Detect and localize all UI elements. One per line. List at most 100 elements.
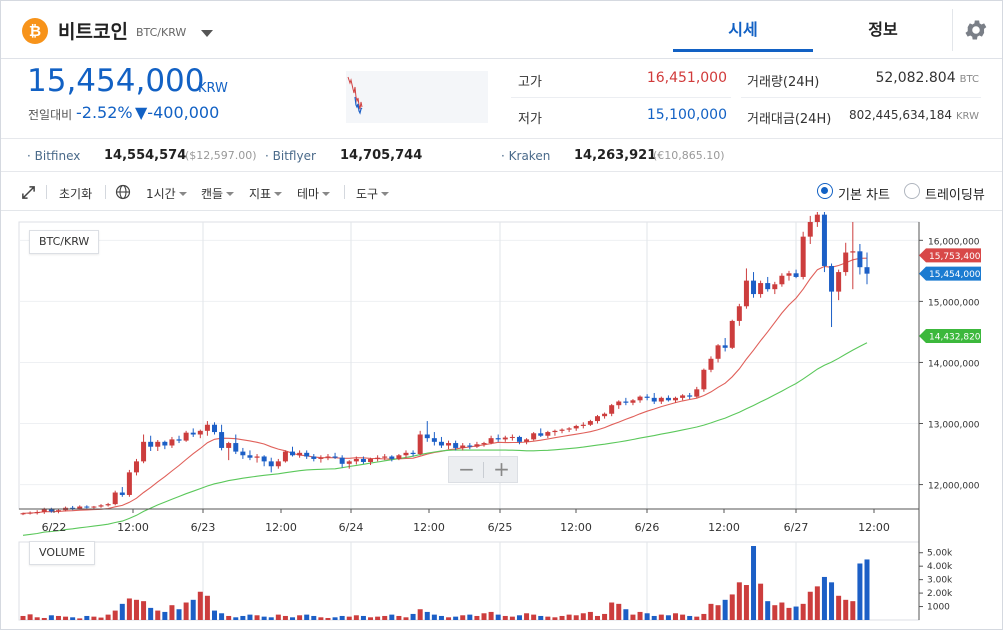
volume-24h: 52,082.804 BTC bbox=[821, 70, 979, 86]
candle-body bbox=[509, 436, 515, 438]
bitcoin-logo-icon: ₿ bbox=[22, 18, 48, 44]
volume-bar bbox=[353, 615, 359, 620]
volume-bar bbox=[644, 613, 650, 620]
x-tick-label: 12:00 bbox=[560, 521, 592, 534]
volume-bar bbox=[779, 602, 785, 620]
candle-select[interactable]: 캔들 bbox=[201, 185, 235, 202]
candle-body bbox=[332, 456, 338, 458]
candle-body bbox=[580, 424, 586, 426]
candle-body bbox=[751, 280, 757, 295]
globe-icon[interactable] bbox=[115, 184, 131, 200]
candle-body bbox=[836, 272, 842, 292]
candle-body bbox=[609, 405, 615, 414]
candle-body bbox=[297, 452, 303, 456]
candle-body bbox=[453, 443, 459, 448]
x-tick-label: 12:00 bbox=[858, 521, 890, 534]
volume-bar bbox=[375, 616, 381, 620]
theme-select[interactable]: 테마 bbox=[297, 185, 331, 202]
chart-area[interactable]: 16,000,000 15,000,000 14,000,000 13,000,000… bbox=[1, 211, 1003, 630]
zoom-in-button[interactable]: + bbox=[493, 457, 510, 481]
ma-short-price-tag-label: 15,753,400 bbox=[929, 252, 981, 262]
long-moving-average-line bbox=[22, 342, 868, 536]
volume-bar bbox=[339, 615, 345, 620]
candle-body bbox=[382, 456, 388, 458]
interval-select[interactable]: 1시간 bbox=[146, 185, 187, 202]
volume-bar bbox=[531, 614, 537, 620]
candle-body bbox=[438, 441, 444, 446]
tools-select[interactable]: 도구 bbox=[356, 185, 390, 202]
x-tick-label: 12:00 bbox=[265, 521, 297, 534]
basic-chart-label[interactable]: 기본 차트 bbox=[838, 188, 890, 203]
volume-bar bbox=[616, 603, 622, 620]
volume-bar bbox=[141, 601, 147, 620]
tab-info[interactable]: 정보 bbox=[868, 20, 898, 39]
coin-select-caret-icon[interactable] bbox=[201, 30, 213, 37]
candle-body bbox=[680, 395, 686, 398]
candle-body bbox=[807, 222, 813, 237]
indicator-select[interactable]: 지표 bbox=[249, 185, 283, 202]
volume-bar bbox=[722, 599, 728, 620]
x-tick-label: 12:00 bbox=[708, 521, 740, 534]
short-moving-average-line bbox=[22, 257, 868, 514]
volume-bar bbox=[197, 591, 203, 620]
chart-toolbar: 초기화 1시간 캔들 지표 테마 도구 기본 차트 트레이딩뷰 bbox=[1, 173, 1002, 211]
candle-body bbox=[290, 451, 296, 456]
candlestick-chart[interactable]: 16,000,000 15,000,000 14,000,000 13,000,000… bbox=[1, 211, 1003, 630]
volume-bar bbox=[204, 595, 210, 620]
zoom-out-button[interactable]: − bbox=[458, 457, 475, 481]
x-tick-label: 6/25 bbox=[488, 521, 513, 534]
y-tick-label: 15,000,000 bbox=[928, 298, 980, 308]
volume-bar bbox=[807, 591, 813, 620]
tab-quote[interactable]: 시세 bbox=[673, 1, 813, 52]
volume-bar bbox=[729, 594, 735, 620]
candle-body bbox=[467, 445, 473, 447]
candle-body bbox=[829, 265, 835, 292]
candle-body bbox=[197, 430, 203, 435]
x-tick-label: 12:00 bbox=[413, 521, 445, 534]
basic-chart-radio[interactable] bbox=[817, 183, 833, 199]
volume-bar bbox=[566, 614, 572, 620]
candle-body bbox=[531, 433, 537, 440]
fullscreen-icon[interactable] bbox=[21, 185, 36, 200]
volume-bar bbox=[417, 609, 423, 620]
candle-body bbox=[687, 395, 693, 397]
candle-body bbox=[247, 455, 253, 458]
candle-body bbox=[743, 280, 749, 307]
volume-badge: VOLUME bbox=[29, 541, 96, 565]
volume-bar bbox=[836, 595, 842, 620]
volume-bar bbox=[460, 615, 466, 620]
reset-button[interactable]: 초기화 bbox=[59, 187, 93, 201]
candle-body bbox=[396, 455, 402, 459]
candle-body bbox=[729, 320, 735, 348]
candle-body bbox=[651, 397, 657, 402]
change-label: 전일대비 bbox=[28, 108, 73, 122]
coin-header: ₿ 비트코인 BTC/KRW 시세 정보 bbox=[1, 1, 1002, 59]
volume-bar bbox=[538, 615, 544, 620]
candle-body bbox=[155, 441, 161, 447]
candle-body bbox=[282, 451, 288, 462]
volume-bar bbox=[91, 616, 97, 620]
candle-body bbox=[623, 401, 629, 403]
candle-body bbox=[417, 434, 423, 455]
volume-bar bbox=[765, 601, 771, 620]
candle-body bbox=[346, 461, 352, 464]
volume-bar bbox=[495, 614, 501, 620]
volume-bar bbox=[580, 613, 586, 620]
tradingview-label[interactable]: 트레이딩뷰 bbox=[925, 188, 985, 203]
tradingview-radio[interactable] bbox=[904, 183, 920, 199]
candle-body bbox=[793, 273, 799, 277]
candle-body bbox=[552, 430, 558, 433]
candle-body bbox=[261, 456, 267, 462]
gear-icon[interactable] bbox=[963, 17, 989, 43]
candle-body bbox=[538, 433, 544, 436]
candle-body bbox=[403, 452, 409, 456]
volume-bar bbox=[190, 599, 196, 620]
candle-body bbox=[758, 283, 764, 295]
candle-body bbox=[843, 252, 849, 273]
volume-bar bbox=[651, 615, 657, 620]
x-tick-label: 6/26 bbox=[635, 521, 660, 534]
volume-bar bbox=[446, 617, 452, 620]
volume-bar bbox=[665, 615, 671, 620]
x-tick-label: 12:00 bbox=[117, 521, 149, 534]
volume-bar bbox=[587, 611, 593, 620]
